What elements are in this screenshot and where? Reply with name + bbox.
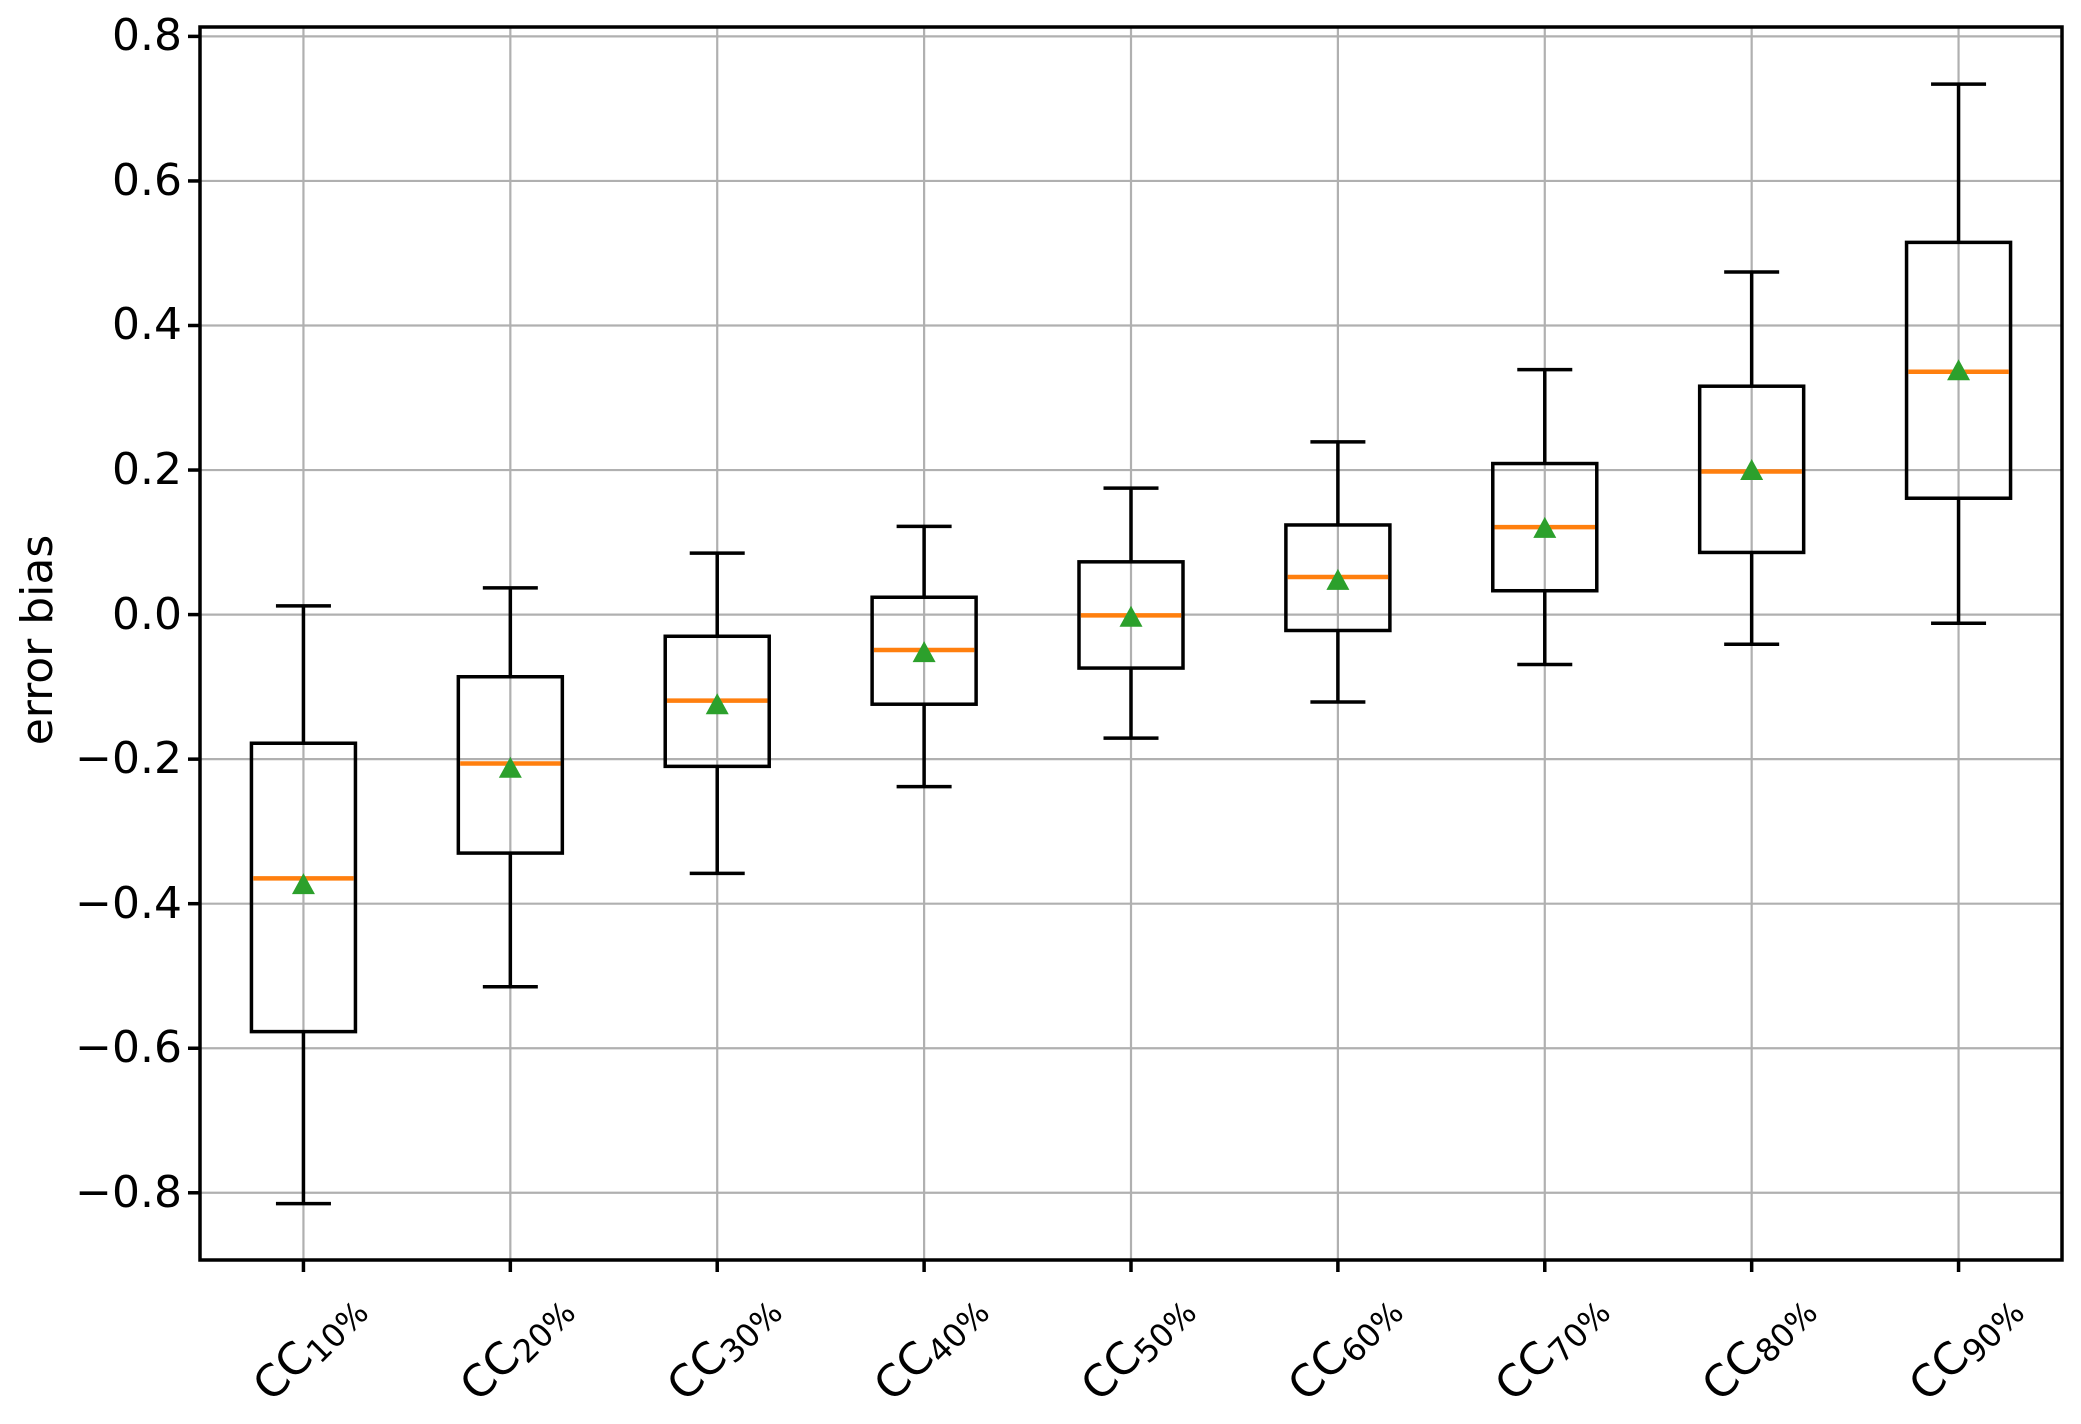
box-rect	[1904, 240, 2013, 500]
box-rect	[249, 741, 358, 1034]
box-rect	[663, 634, 771, 769]
mean-marker	[1326, 568, 1350, 590]
box-rect	[1491, 461, 1599, 593]
y-tick-label: −0.6	[75, 1022, 182, 1074]
y-tick-label: 0.2	[112, 444, 182, 496]
mean-marker	[912, 641, 936, 663]
y-axis-label: error bias	[12, 534, 63, 746]
mean-marker	[705, 693, 729, 715]
y-tick-label: −0.8	[75, 1166, 182, 1218]
mean-marker	[1533, 516, 1557, 538]
y-tick-label: 0.4	[112, 299, 182, 351]
mean-marker	[1947, 359, 1971, 381]
y-tick-label: 0.6	[112, 154, 182, 206]
mean-marker	[498, 756, 522, 778]
mean-marker	[291, 873, 315, 895]
box-rect	[456, 674, 565, 855]
box-rect	[1697, 384, 1806, 555]
mean-marker	[1740, 459, 1764, 481]
y-tick-label: 0.8	[112, 10, 182, 62]
y-tick-label: −0.4	[75, 877, 182, 929]
y-tick-label: −0.2	[75, 733, 182, 785]
box-rect	[1284, 523, 1392, 633]
y-tick-label: 0.0	[112, 588, 182, 640]
mean-marker	[1119, 605, 1143, 627]
box-rect	[1077, 560, 1185, 670]
box-rect	[870, 595, 978, 706]
